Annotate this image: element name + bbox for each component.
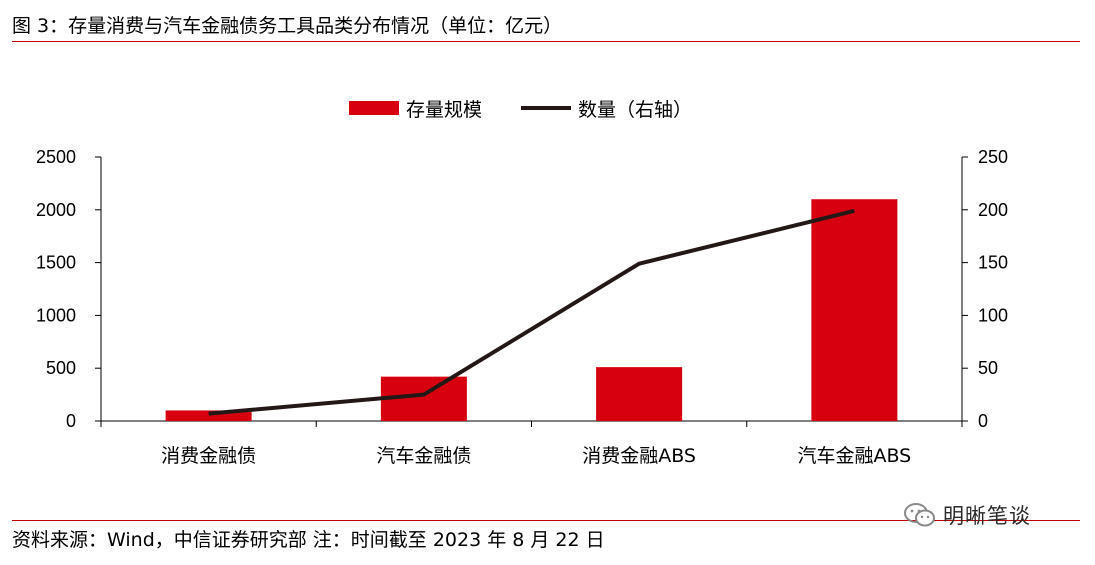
right-axis-tick-label: 150 [978,253,1008,273]
bar [596,367,683,421]
figure-title: 图 3：存量消费与汽车金融债务工具品类分布情况（单位：亿元） [12,15,563,37]
right-axis-tick-label: 200 [978,200,1008,220]
left-axis-tick-label: 1500 [36,253,76,273]
bar [165,410,252,421]
left-axis-tick-label: 2500 [36,147,76,167]
left-axis: 0 500 1000 1500 2000 2500 [36,147,102,431]
wechat-icon [904,503,935,527]
line-series [208,208,855,416]
legend-label-bar: 存量规模 [406,99,482,121]
right-axis-tick-label: 100 [978,305,1008,325]
chart: 存量规模 数量（右轴） 0 500 1000 1500 2000 2500 0 50 100 15… [36,99,1008,467]
line-path [208,208,855,416]
bar-series [165,199,898,421]
right-axis-tick-label: 0 [978,411,988,431]
right-axis-tick-label: 50 [978,358,998,378]
right-axis: 0 50 100 150 200 250 [961,147,1008,431]
legend: 存量规模 数量（右轴） [349,99,692,121]
legend-label-line: 数量（右轴） [578,99,692,121]
top-rule [12,41,1080,42]
x-axis-category-label: 消费金融ABS [582,445,696,467]
watermark-text: 明晰笔谈 [943,504,1031,528]
watermark: 明晰笔谈 [903,500,1031,530]
left-axis-tick-label: 1000 [36,305,76,325]
left-axis-tick-label: 2000 [36,200,76,220]
x-axis-category-label: 汽车金融ABS [797,445,911,467]
legend-swatch-bar [349,101,399,115]
bottom-rule [12,520,1080,521]
x-axis-category-label: 汽车金融债 [376,445,471,467]
right-axis-tick-label: 250 [978,147,1008,167]
left-axis-tick-label: 0 [66,411,76,431]
x-axis: 消费金融债 汽车金融债 消费金融ABS 汽车金融ABS [100,420,963,467]
bar [811,199,898,421]
left-axis-tick-label: 500 [46,358,76,378]
source-note: 资料来源：Wind，中信证券研究部 注：时间截至 2023 年 8 月 22 日 [12,529,605,551]
x-axis-category-label: 消费金融债 [161,445,256,467]
